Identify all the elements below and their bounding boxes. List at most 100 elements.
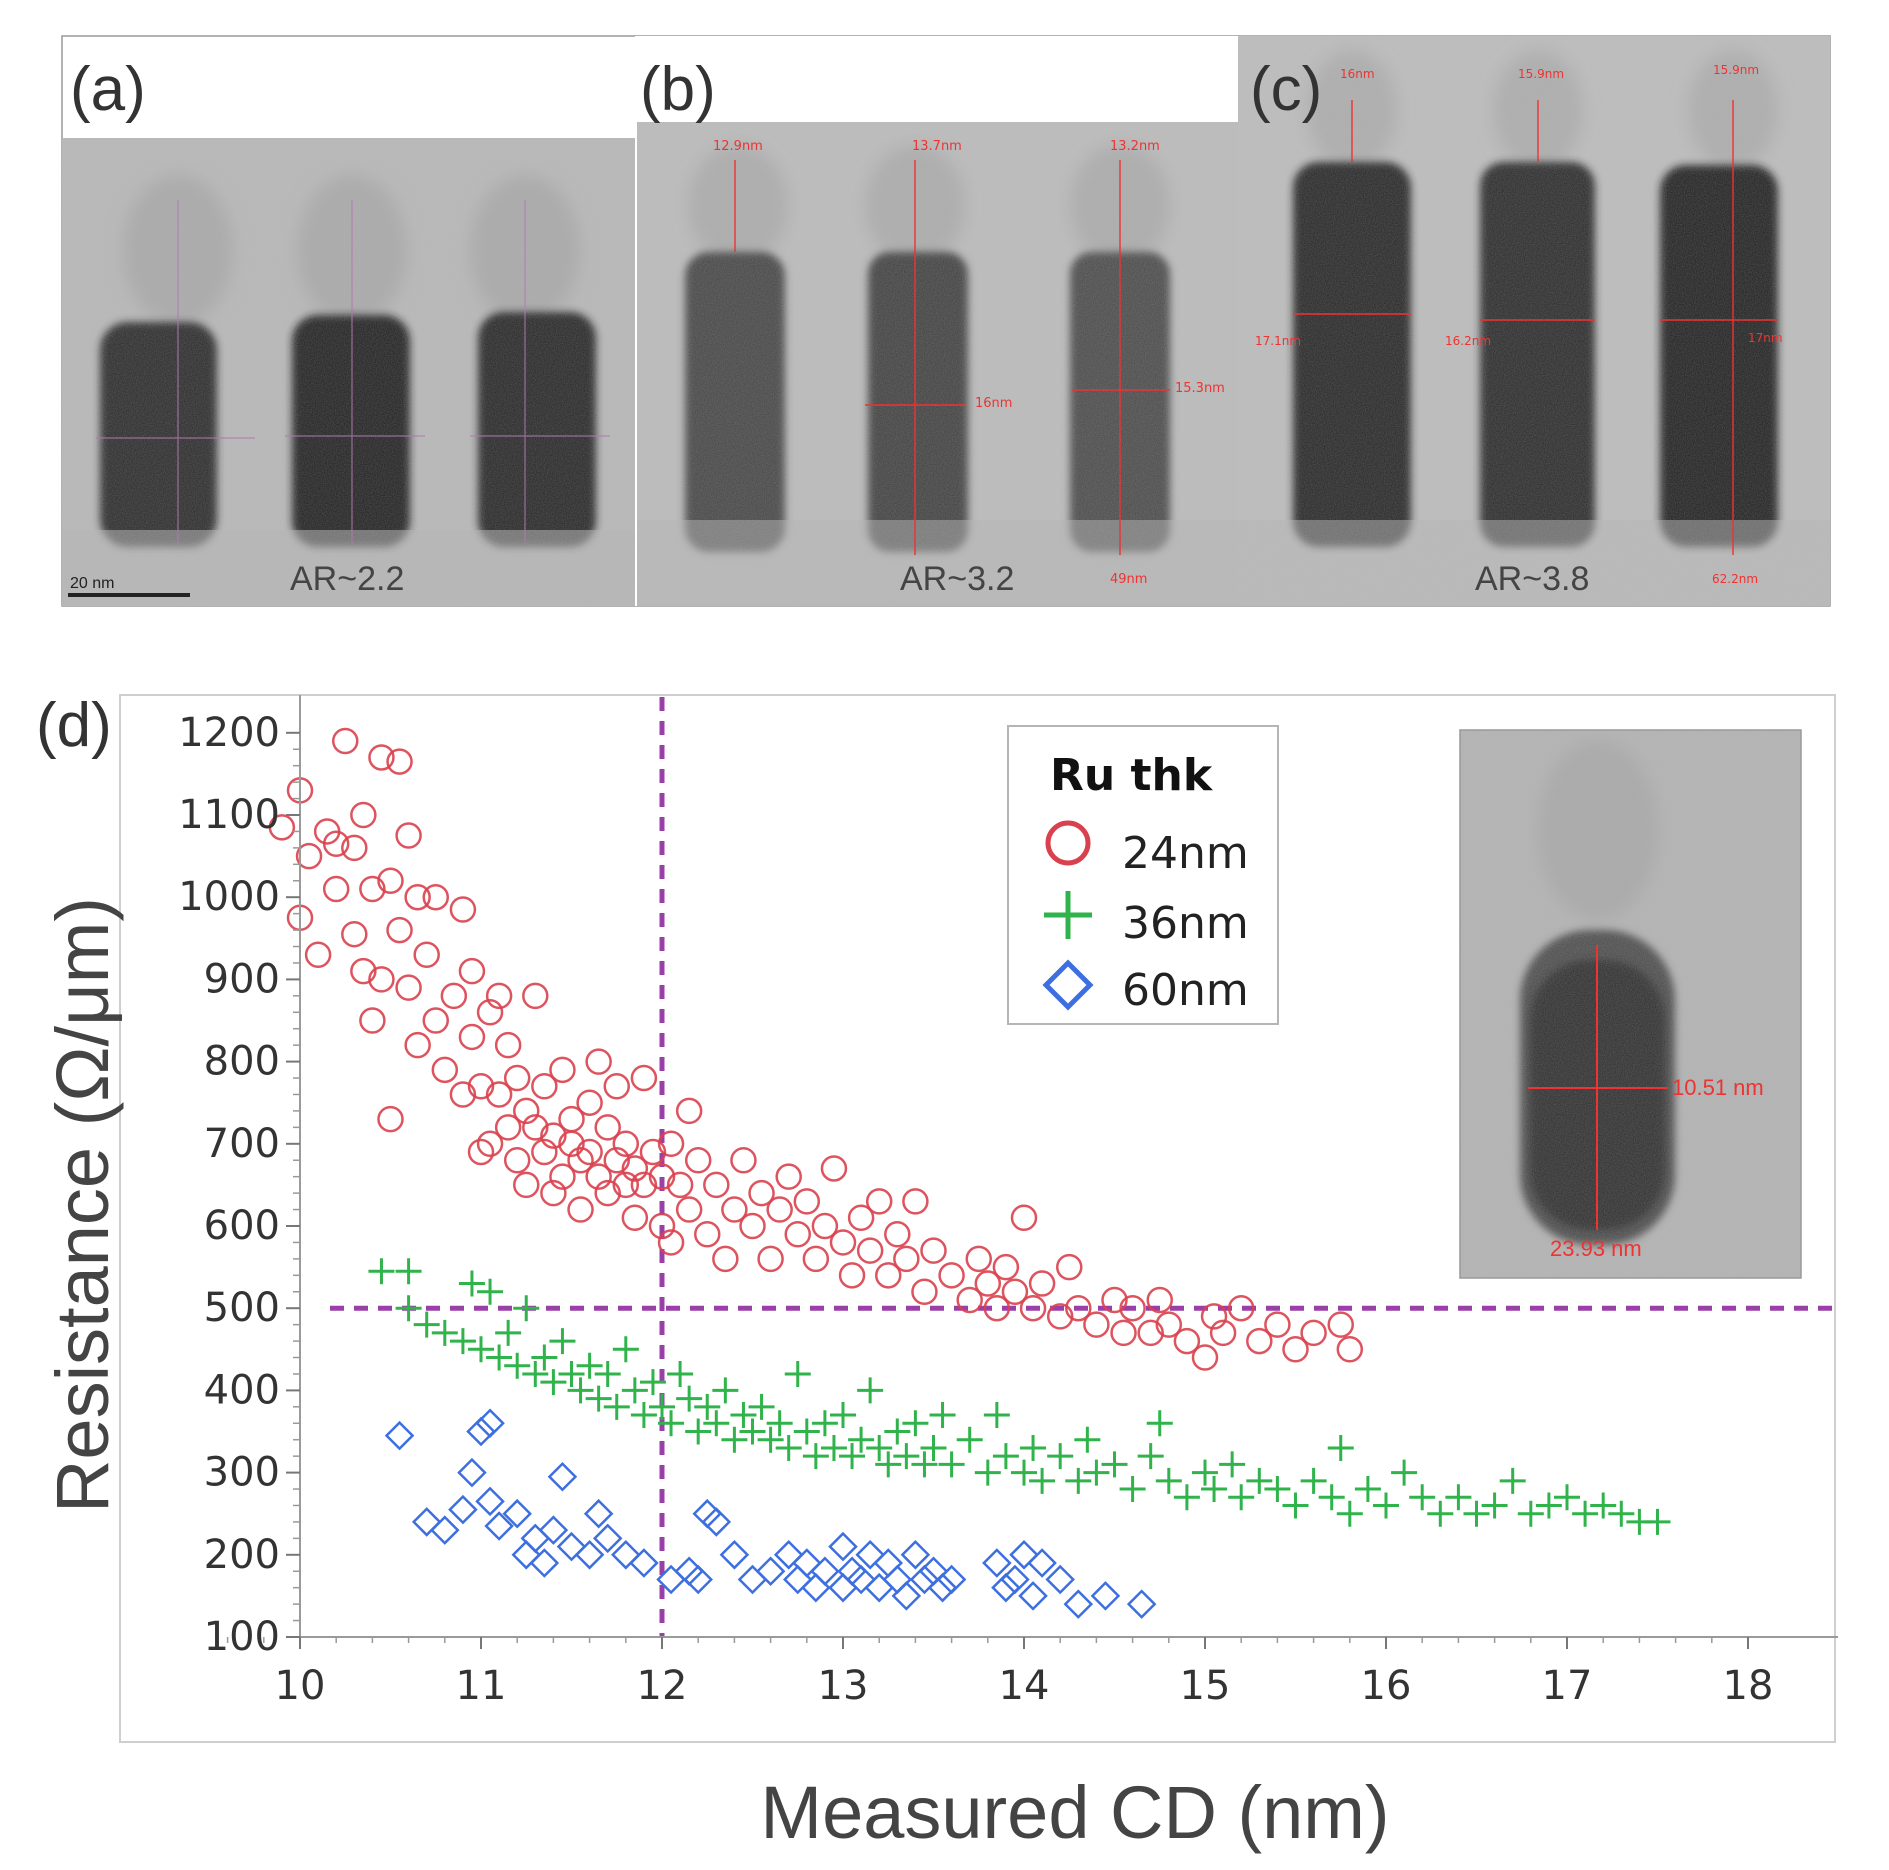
data-point-36nm [495,1319,522,1346]
data-point-24nm [639,1138,667,1166]
data-point-36nm [549,1328,576,1355]
data-point-24nm [522,1114,549,1141]
y-tick-label: 1200 [178,710,280,756]
data-point-24nm [757,1245,784,1273]
x-tick-label: 11 [456,1663,507,1709]
data-point-60nm [683,1564,713,1595]
data-point-60nm [801,1572,831,1603]
data-point-24nm [793,1188,821,1215]
data-point-24nm [395,822,422,849]
data-point-36nm [1074,1426,1101,1453]
data-point-36nm [1373,1492,1399,1519]
data-point-24nm [332,727,359,755]
data-point-36nm [540,1369,567,1396]
data-point-24nm [748,1179,775,1207]
data-point-24nm [621,1155,649,1182]
data-point-24nm [549,1163,576,1190]
data-point-60nm [574,1540,605,1570]
data-point-60nm [1126,1589,1157,1619]
data-point-24nm [603,1073,630,1100]
data-point-24nm [1001,1278,1029,1306]
data-point-36nm [811,1410,838,1437]
legend-plus-icon [1044,891,1092,939]
data-point-24nm [413,941,440,968]
data-point-60nm [547,1461,578,1492]
data-point-24nm [621,1204,649,1232]
data-point-60nm [511,1540,542,1570]
data-point-24nm [1209,1319,1237,1347]
y-tick-label: 700 [204,1121,280,1167]
data-point-36nm [1300,1467,1327,1494]
data-point-36nm [802,1443,829,1470]
data-point-24nm [838,1262,866,1289]
data-point-24nm [956,1286,983,1314]
inset-height-label: 23.93 nm [1550,1236,1642,1261]
data-point-36nm [1201,1476,1228,1503]
data-point-24nm [368,966,395,993]
axes: 100 200 300 400 500 600 700 800 900 1000 1100 1200 1… [178,695,1838,1709]
data-point-60nm [782,1564,813,1595]
data-point-60nm [448,1494,478,1525]
data-point-24nm [540,1122,567,1149]
data-point-24nm [513,1171,540,1199]
data-point-24nm [567,1196,594,1223]
data-point-24nm [802,1245,830,1273]
data-point-24nm [1264,1311,1291,1338]
data-point-24nm [494,1114,522,1141]
data-point-24nm [350,801,377,829]
panel-c-image [1238,36,1830,606]
y-tick-label: 300 [204,1450,280,1496]
data-point-24nm [893,1245,920,1273]
data-point-36nm [1219,1451,1246,1478]
data-point-60nm [828,1531,858,1562]
data-point-36nm [1282,1492,1309,1519]
data-point-60nm [502,1498,532,1529]
data-point-60nm [882,1564,913,1595]
data-point-36nm [1101,1451,1128,1478]
data-point-60nm [611,1540,641,1570]
data-point-36nm [1445,1484,1472,1511]
data-point-24nm [1046,1303,1074,1330]
data-point-24nm [404,1031,431,1059]
legend-title: Ru thk [1050,750,1214,801]
y-tick-label: 400 [204,1367,280,1413]
data-point-24nm [703,1171,730,1199]
panel-b-mid-label-1: 16nm [975,396,1012,411]
data-point-36nm [848,1426,875,1453]
panel-c-mid-label-1: 17.1nm [1255,334,1301,348]
data-point-24nm [712,1245,739,1273]
data-point-36nm [1011,1459,1037,1486]
data-point-24nm [1227,1294,1255,1322]
data-point-24nm [657,1130,685,1158]
data-point-36nm [1029,1467,1056,1494]
data-point-36nm [1173,1484,1200,1511]
data-point-36nm [395,1258,422,1285]
data-point-60nm [556,1531,587,1562]
data-point-60nm [430,1515,460,1545]
data-point-60nm [457,1457,487,1488]
data-point-36nm [458,1270,485,1297]
data-point-36nm [1119,1476,1146,1503]
data-point-36nm [1192,1459,1218,1486]
panel-a-image [62,138,636,606]
data-point-60nm [900,1540,931,1570]
data-point-60nm [810,1556,840,1587]
data-point-36nm [1481,1492,1508,1519]
data-point-24nm [811,1212,839,1240]
data-point-36nm [531,1344,558,1371]
data-point-24nm [422,883,449,911]
y-tick-label: 200 [204,1532,280,1578]
y-tick-label: 900 [204,956,280,1002]
data-point-24nm [684,1146,712,1174]
panel-b-image [636,122,1238,606]
data-point-24nm [458,1023,486,1051]
data-point-36nm [1336,1500,1363,1527]
data-point-36nm [567,1377,594,1404]
data-point-60nm [466,1416,496,1447]
data-point-36nm [1318,1484,1345,1511]
data-point-24nm [576,1138,603,1166]
data-point-60nm [1090,1581,1121,1611]
data-point-24nm [585,1048,612,1075]
data-point-24nm [730,1146,757,1174]
